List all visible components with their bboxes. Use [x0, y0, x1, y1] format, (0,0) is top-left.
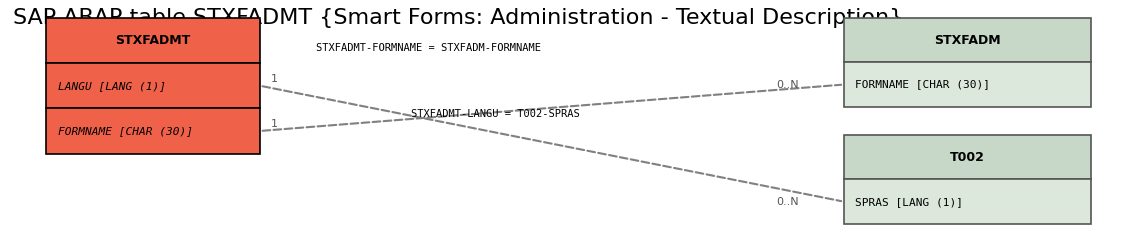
- Text: T002: T002: [950, 151, 985, 164]
- Bar: [844, 18, 1091, 62]
- Text: LANGU [LANG (1)]: LANGU [LANG (1)]: [57, 81, 165, 91]
- Text: STXFADMT-LANGU = T002-SPRAS: STXFADMT-LANGU = T002-SPRAS: [411, 109, 580, 119]
- Bar: [844, 179, 1091, 224]
- Text: FORMNAME [CHAR (30)]: FORMNAME [CHAR (30)]: [855, 80, 990, 90]
- Text: SAP ABAP table STXFADMT {Smart Forms: Administration - Textual Description}: SAP ABAP table STXFADMT {Smart Forms: Ad…: [13, 9, 903, 28]
- Text: FORMNAME [CHAR (30)]: FORMNAME [CHAR (30)]: [57, 126, 193, 136]
- Text: 0..N: 0..N: [776, 197, 799, 207]
- Bar: [47, 63, 260, 108]
- Text: STXFADM: STXFADM: [934, 34, 1001, 46]
- Bar: [844, 135, 1091, 179]
- Text: STXFADMT-FORMNAME = STXFADM-FORMNAME: STXFADMT-FORMNAME = STXFADM-FORMNAME: [316, 43, 541, 53]
- Text: 0..N: 0..N: [776, 80, 799, 90]
- Bar: [47, 18, 260, 63]
- Text: 1: 1: [272, 119, 278, 129]
- Bar: [844, 62, 1091, 107]
- Text: SPRAS [LANG (1)]: SPRAS [LANG (1)]: [855, 197, 963, 207]
- Bar: [47, 108, 260, 154]
- Text: STXFADMT: STXFADMT: [115, 34, 191, 47]
- Text: 1: 1: [272, 74, 278, 84]
